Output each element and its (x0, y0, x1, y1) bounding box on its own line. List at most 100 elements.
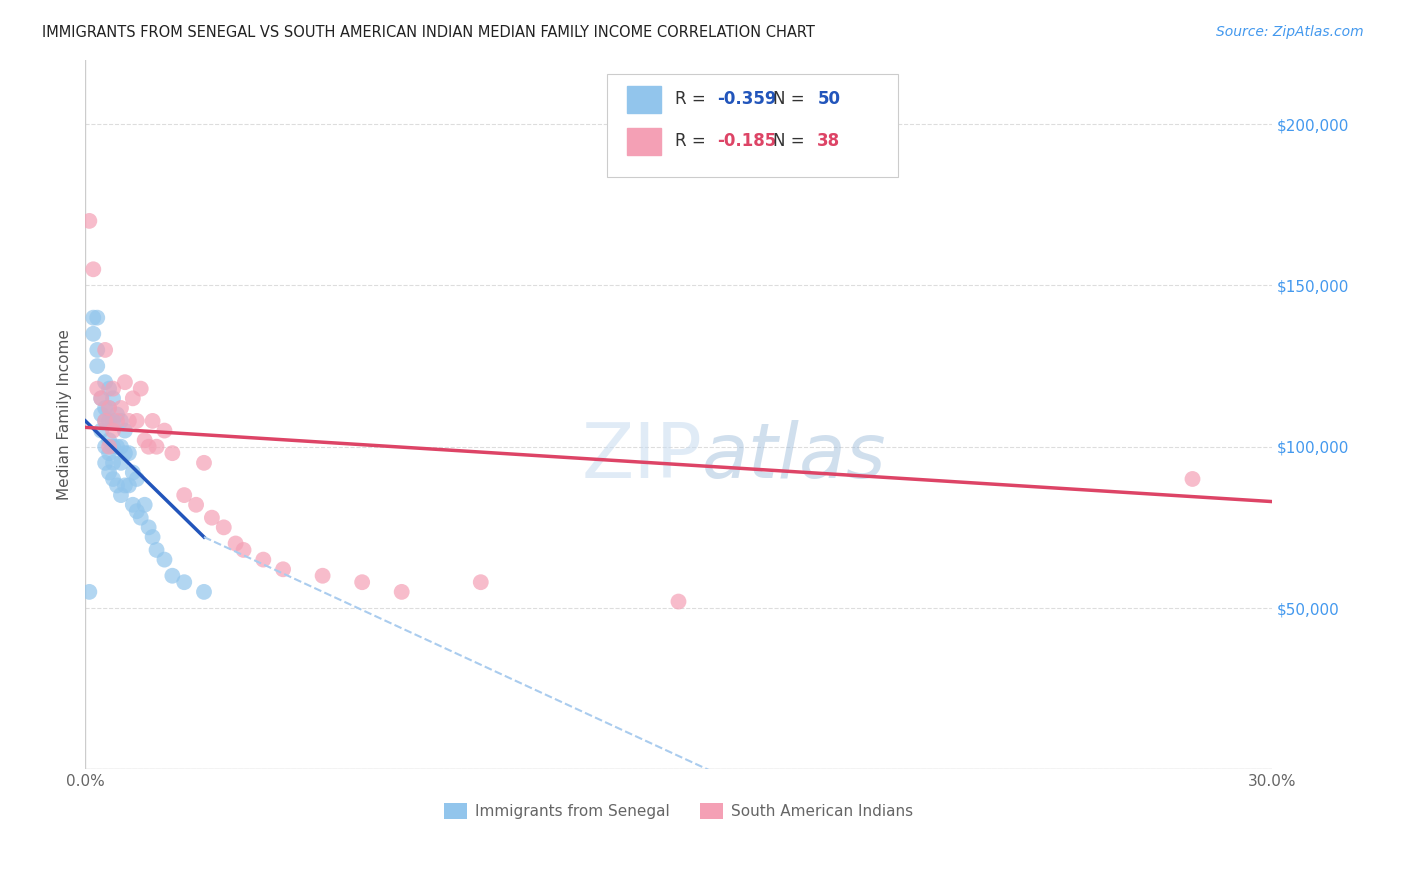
Point (668, 594, 690, 608)
Point (1181, 472, 1204, 486)
Point (142, 530, 165, 544)
Point (94, 414, 117, 428)
Point (114, 424, 136, 438)
Point (94, 401, 117, 415)
Point (101, 472, 124, 486)
Text: atlas: atlas (702, 420, 887, 494)
Point (101, 392, 124, 406)
Point (352, 575, 374, 590)
Point (105, 414, 128, 428)
Point (118, 446, 141, 460)
Point (232, 543, 254, 558)
Point (98, 446, 121, 460)
Bar (627, 128, 661, 155)
Point (110, 440, 132, 454)
Point (90, 392, 112, 406)
Point (201, 510, 224, 524)
Point (153, 424, 176, 438)
Point (101, 440, 124, 454)
Point (82, 310, 104, 325)
Point (90, 392, 112, 406)
Point (121, 392, 143, 406)
Point (94, 456, 117, 470)
Point (162, 568, 184, 582)
Point (79, 585, 101, 599)
Point (98, 434, 121, 448)
Legend: Immigrants from Senegal, South American Indians: Immigrants from Senegal, South American … (439, 797, 920, 825)
Point (98, 401, 121, 415)
Point (110, 488, 132, 502)
Point (311, 568, 333, 582)
Point (90, 424, 112, 438)
Point (121, 498, 143, 512)
Point (145, 440, 167, 454)
Point (98, 382, 121, 396)
Point (118, 414, 141, 428)
Bar (627, 86, 661, 112)
Point (110, 401, 132, 415)
Point (114, 375, 136, 389)
Point (82, 326, 104, 341)
FancyBboxPatch shape (607, 74, 898, 177)
Point (86, 382, 108, 396)
Point (125, 504, 148, 518)
Point (98, 414, 121, 428)
Point (86, 359, 108, 373)
Point (105, 478, 128, 492)
Point (391, 585, 413, 599)
Point (79, 214, 101, 228)
Text: 50: 50 (817, 89, 841, 108)
Point (101, 414, 124, 428)
Point (173, 575, 195, 590)
Point (138, 520, 160, 534)
Point (125, 414, 148, 428)
Point (94, 440, 117, 454)
Point (114, 478, 136, 492)
Point (121, 466, 143, 480)
Point (134, 434, 156, 448)
Y-axis label: Median Family Income: Median Family Income (58, 329, 72, 500)
Point (225, 536, 247, 550)
Point (94, 375, 117, 389)
Point (193, 585, 215, 599)
Point (138, 440, 160, 454)
Point (118, 478, 141, 492)
Point (86, 343, 108, 357)
Text: N =: N = (773, 132, 810, 150)
Text: ZIP: ZIP (581, 420, 702, 494)
Point (110, 414, 132, 428)
Point (145, 543, 167, 558)
Text: R =: R = (675, 132, 711, 150)
Point (105, 440, 128, 454)
Point (101, 424, 124, 438)
Point (101, 456, 124, 470)
Point (94, 343, 117, 357)
Point (125, 472, 148, 486)
Point (162, 446, 184, 460)
Text: N =: N = (773, 89, 810, 108)
Point (193, 456, 215, 470)
Point (90, 408, 112, 422)
Point (252, 552, 274, 566)
Point (98, 401, 121, 415)
Text: -0.185: -0.185 (717, 132, 778, 150)
Point (184, 498, 207, 512)
Point (86, 310, 108, 325)
Text: -0.359: -0.359 (717, 89, 778, 108)
Text: 38: 38 (817, 132, 841, 150)
Point (271, 562, 294, 576)
Point (212, 520, 235, 534)
Text: IMMIGRANTS FROM SENEGAL VS SOUTH AMERICAN INDIAN MEDIAN FAMILY INCOME CORRELATIO: IMMIGRANTS FROM SENEGAL VS SOUTH AMERICA… (42, 25, 815, 40)
Point (94, 414, 117, 428)
Point (134, 498, 156, 512)
Point (110, 456, 132, 470)
Point (153, 552, 176, 566)
Point (101, 382, 124, 396)
Point (114, 446, 136, 460)
Point (98, 440, 121, 454)
Point (98, 466, 121, 480)
Point (82, 262, 104, 277)
Text: Source: ZipAtlas.com: Source: ZipAtlas.com (1216, 25, 1364, 39)
Point (470, 575, 492, 590)
Point (129, 382, 152, 396)
